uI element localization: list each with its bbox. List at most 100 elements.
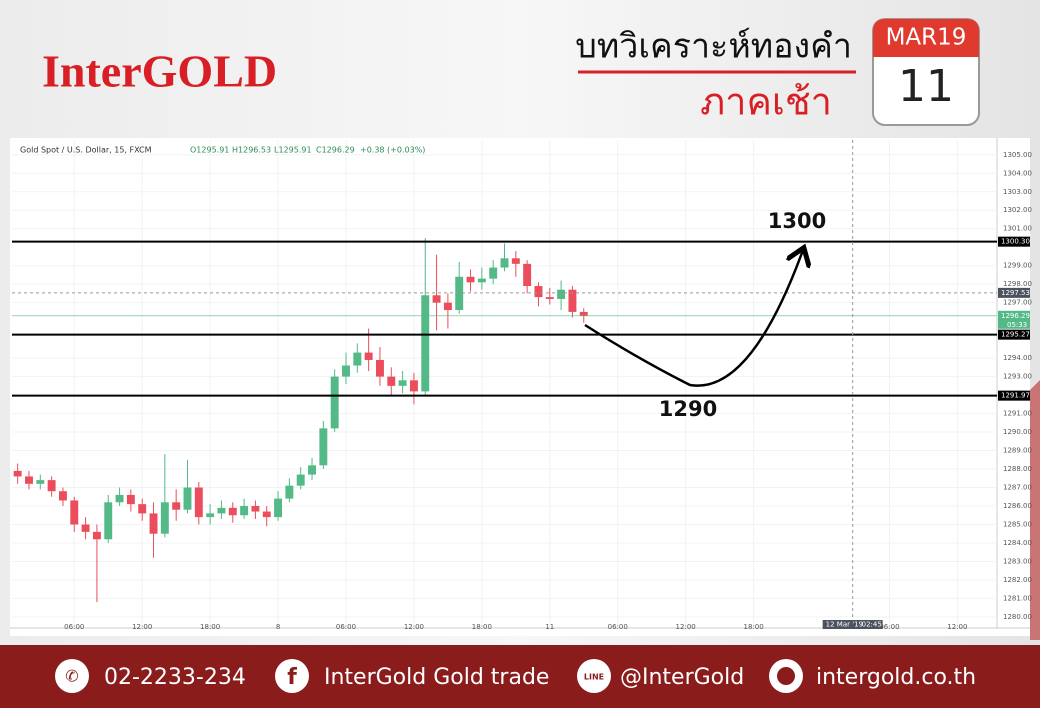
- candle-body: [421, 295, 430, 392]
- candle-body: [432, 295, 441, 303]
- candle-body: [70, 500, 79, 525]
- x-tick-label: 8: [276, 623, 280, 631]
- y-tick-label: 1284.00: [1003, 539, 1032, 547]
- calendar: MAR19 11: [872, 18, 980, 126]
- grid: 1280.00 1281.00 1282.00 1283.00 1284.00 1285.…: [12, 140, 1032, 631]
- logo: InterGOLD: [42, 46, 277, 97]
- candle-body: [217, 507, 226, 514]
- phone-icon: [55, 659, 89, 693]
- level-badge: [998, 390, 1030, 401]
- candle-body: [285, 485, 294, 499]
- candle-body: [387, 376, 396, 386]
- symbol: Gold Spot / U.S. Dollar, 15, FXCM: [20, 146, 152, 155]
- x-tick-label: 18:00: [200, 623, 220, 631]
- y-tick-label: 1302.00: [1003, 206, 1032, 214]
- level-badge: [998, 236, 1030, 247]
- ohlc-open: O1295.91: [190, 146, 229, 155]
- candle-body: [36, 480, 45, 484]
- calendar-day: 11: [898, 61, 954, 112]
- candle-body: [296, 474, 305, 486]
- x-tick-label: 06:00: [608, 623, 628, 631]
- y-tick-label: 1293.00: [1003, 373, 1032, 381]
- footer-contacts: ✆ 02-2233-234 f InterGold Gold trade LIN…: [55, 659, 976, 693]
- level-label: 1291.97: [1001, 392, 1030, 400]
- phone[interactable]: 02-2233-234: [104, 665, 246, 690]
- y-tick-label: 1283.00: [1003, 557, 1032, 565]
- candle-body: [579, 311, 588, 316]
- candle-body: [47, 480, 56, 492]
- candle-body: [115, 494, 124, 503]
- candle-body: [489, 267, 498, 279]
- x-tick-label: 12:00: [676, 623, 696, 631]
- x-tick-label: 06:00: [64, 623, 84, 631]
- candle-body: [534, 286, 543, 298]
- y-tick-label: 1287.00: [1003, 484, 1032, 492]
- y-tick-label: 1301.00: [1003, 225, 1032, 233]
- calendar-top: [873, 19, 979, 57]
- y-tick-label: 1299.00: [1003, 262, 1032, 270]
- ohlc-low: L1295.91: [274, 146, 312, 155]
- line-glyph: LINE: [584, 673, 604, 682]
- candle-body: [13, 470, 22, 477]
- candle-body: [398, 380, 407, 386]
- forecast-arrow: [584, 250, 803, 387]
- candle-body: [500, 258, 509, 268]
- x-tick-label: 18:00: [472, 623, 492, 631]
- candle-body: [342, 365, 350, 377]
- candle-body: [477, 278, 486, 283]
- candle-body: [443, 302, 452, 311]
- y-tick-label: 1281.00: [1003, 594, 1032, 602]
- y-tick-label: 1289.00: [1003, 447, 1032, 455]
- candle-body: [160, 502, 169, 534]
- candle-body: [58, 491, 67, 501]
- y-tick-label: 1288.00: [1003, 465, 1032, 473]
- candle-body: [194, 487, 203, 518]
- candle-body: [568, 289, 577, 312]
- x-tick-label: 06:00: [336, 623, 356, 631]
- candle-body: [251, 506, 260, 512]
- line-icon: [577, 659, 611, 693]
- crosshair-price-label: 1297.53: [1001, 289, 1030, 297]
- candle-body: [104, 502, 113, 540]
- ohlc-change: +0.38 (+0.03%): [360, 146, 425, 155]
- candle-body: [330, 376, 339, 429]
- chart-panel: [10, 138, 1030, 636]
- countdown: 05:33: [1007, 321, 1027, 329]
- candle-body: [319, 428, 328, 466]
- candle-body: [92, 531, 101, 540]
- side-decoration: [1030, 380, 1040, 640]
- title: บทวิเคราะห์ทองคำ: [575, 27, 852, 67]
- website[interactable]: intergold.co.th: [816, 665, 976, 690]
- y-tick-label: 1294.00: [1003, 354, 1032, 362]
- candle-body: [557, 289, 566, 299]
- y-tick-label: 1303.00: [1003, 188, 1032, 196]
- candle-body: [545, 297, 554, 299]
- candle-body: [455, 276, 464, 311]
- candle-body: [308, 465, 316, 475]
- candle-body: [375, 359, 384, 377]
- x-tick-label: 18:00: [743, 623, 763, 631]
- candle-body: [240, 506, 249, 516]
- x-tick-label: 06:00: [879, 623, 899, 631]
- annotation: 1290: [659, 397, 717, 421]
- overlay: 1300.30 1295.27 1291.97 1297.53 1296.2905:33…: [12, 140, 1030, 629]
- level-label: 1300.30: [1001, 238, 1030, 246]
- x-tick-label: 12:00: [947, 623, 967, 631]
- y-tick-label: 1286.00: [1003, 502, 1032, 510]
- facebook[interactable]: InterGold Gold trade: [324, 665, 549, 690]
- web-globe: [777, 667, 795, 685]
- line[interactable]: @InterGold: [620, 665, 744, 690]
- candle-body: [183, 487, 192, 510]
- y-tick-label: 1298.00: [1003, 280, 1032, 288]
- candle-body: [466, 276, 475, 283]
- candle-body: [274, 498, 283, 518]
- candle-body: [228, 507, 237, 516]
- last-price-label: 1296.29: [1001, 312, 1030, 320]
- crosshair-date: 12 Mar '19: [826, 621, 863, 629]
- y-tick-label: 1304.00: [1003, 169, 1032, 177]
- calendar-month: MAR19: [886, 25, 967, 51]
- y-tick-label: 1282.00: [1003, 576, 1032, 584]
- candle-body: [262, 511, 271, 518]
